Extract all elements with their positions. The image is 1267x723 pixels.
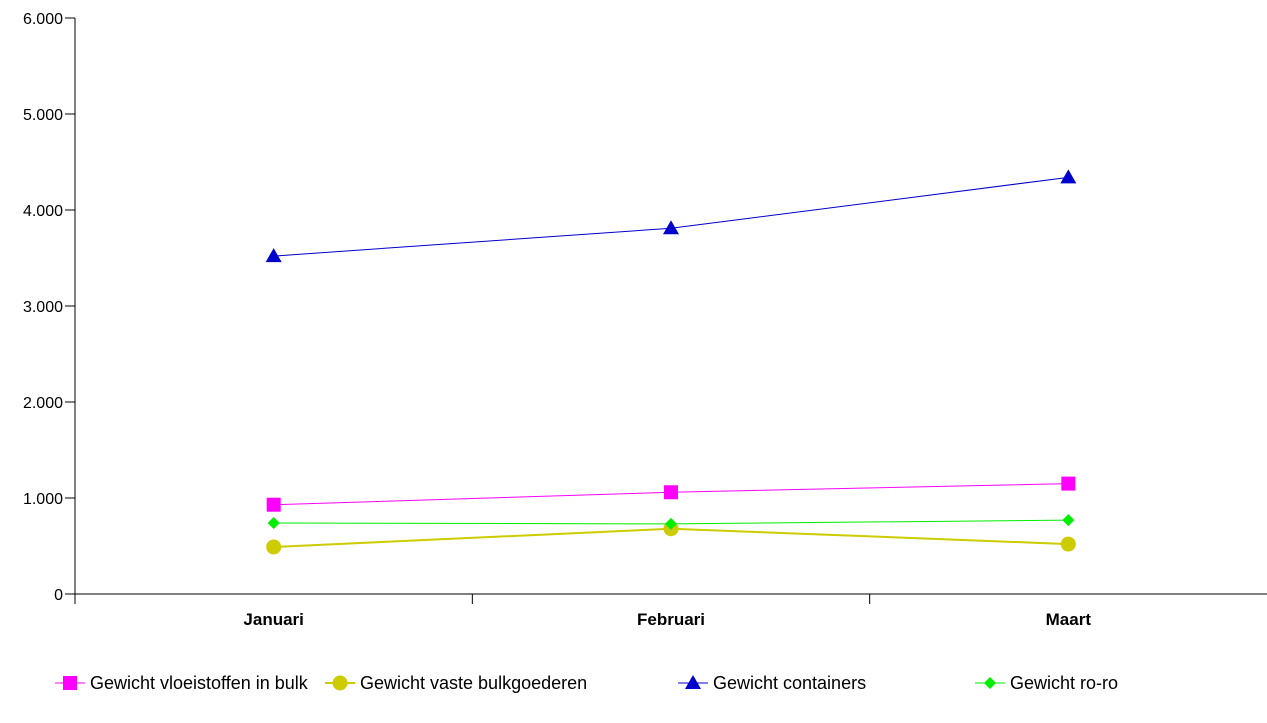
data-point bbox=[664, 485, 678, 500]
series-line-3 bbox=[273, 176, 1069, 257]
chart-series bbox=[265, 169, 1077, 555]
legend-label: Gewicht vloeistoffen in bulk bbox=[90, 673, 309, 693]
data-point bbox=[665, 517, 677, 530]
data-point bbox=[266, 539, 282, 555]
legend-marker bbox=[332, 675, 348, 691]
data-point bbox=[663, 220, 679, 235]
y-tick-label: 0 bbox=[54, 587, 63, 604]
y-tick-label: 4.000 bbox=[23, 203, 63, 220]
data-point bbox=[1062, 514, 1075, 527]
data-point bbox=[267, 516, 280, 529]
legend-label: Gewicht vaste bulkgoederen bbox=[360, 673, 587, 693]
y-tick-label: 6.000 bbox=[23, 11, 63, 28]
chart-legend: Gewicht vloeistoffen in bulk Gewicht vast… bbox=[55, 673, 1118, 693]
data-point bbox=[1060, 169, 1077, 184]
y-tick-label: 3.000 bbox=[23, 299, 63, 316]
legend-label: Gewicht ro-ro bbox=[1010, 673, 1118, 693]
legend-marker bbox=[984, 677, 996, 689]
chart-axes: 0 1.000 2.000 3.000 4.000 5.000 6.000 Januari Fe… bbox=[23, 11, 1267, 629]
data-point bbox=[265, 248, 282, 263]
data-point bbox=[1060, 536, 1076, 552]
x-tick-label: Maart bbox=[1046, 610, 1092, 629]
x-tick-label: Januari bbox=[243, 610, 303, 629]
y-tick-label: 5.000 bbox=[23, 107, 63, 124]
legend-label: Gewicht containers bbox=[713, 673, 866, 693]
data-point bbox=[1061, 476, 1076, 491]
y-tick-label: 2.000 bbox=[23, 395, 63, 412]
x-tick-label: Februari bbox=[637, 610, 705, 629]
legend-marker bbox=[685, 675, 701, 689]
legend-marker bbox=[63, 676, 77, 690]
data-point bbox=[266, 497, 281, 512]
y-tick-label: 1.000 bbox=[23, 491, 63, 508]
